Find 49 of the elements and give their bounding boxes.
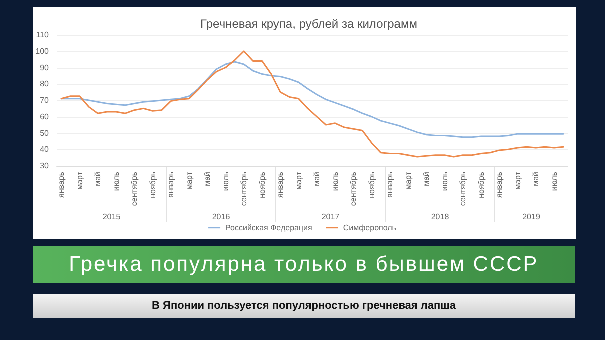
x-tick-label: май bbox=[532, 172, 541, 186]
x-tick-label: ноябрь bbox=[258, 172, 267, 198]
x-tick-label: январь bbox=[166, 172, 176, 198]
x-tick-label: июль bbox=[440, 172, 450, 192]
y-tick-label: 30 bbox=[40, 162, 50, 170]
x-tick-label: май bbox=[94, 172, 103, 186]
x-tick-label: сентябрь bbox=[349, 172, 358, 206]
x-tick-label: март bbox=[294, 172, 304, 190]
text: 2019 bbox=[522, 212, 541, 222]
y-tick-label: 60 bbox=[40, 112, 50, 122]
x-tick-label: май bbox=[422, 172, 432, 186]
x-tick-label: январь bbox=[276, 172, 286, 198]
y-tick-label: 100 bbox=[36, 46, 50, 56]
x-tick-label: март bbox=[513, 172, 522, 190]
legend-label: Российская Федерация bbox=[226, 224, 312, 232]
x-tick-label: сентябрь bbox=[240, 172, 249, 206]
line-series bbox=[60, 50, 564, 158]
x-tick-label: май bbox=[312, 172, 322, 186]
x-tick-label: ноябрь bbox=[476, 172, 486, 198]
text: Гречка популярна только в бывшем СССР bbox=[33, 246, 575, 283]
x-tick-label: март bbox=[404, 172, 413, 190]
x-tick-label: ноябрь bbox=[367, 172, 376, 198]
x-tick-label: июль bbox=[330, 172, 340, 192]
x-tick-label: июль bbox=[221, 172, 230, 192]
x-tick-label: январь bbox=[57, 172, 66, 198]
text: 2015 bbox=[102, 212, 122, 222]
x-tick-label: ноябрь bbox=[148, 172, 158, 198]
x-tick-label: сентябрь bbox=[130, 172, 140, 206]
text: 2018 bbox=[431, 212, 450, 222]
text: В Японии пользуется популярностью гречневая лапша bbox=[33, 294, 575, 318]
y-tick-label: 80 bbox=[40, 80, 50, 89]
x-tick-label: май bbox=[203, 172, 212, 186]
text: 2017 bbox=[322, 212, 340, 222]
y-tick-label: 70 bbox=[40, 96, 50, 105]
x-tick-label: март bbox=[184, 172, 194, 190]
x-tick-label: январь bbox=[386, 172, 395, 198]
y-tick-label: 90 bbox=[40, 63, 50, 72]
x-tick-label: март bbox=[75, 172, 84, 190]
y-tick-label: 50 bbox=[40, 128, 50, 138]
x-tick-label: январь bbox=[495, 172, 504, 198]
line-series bbox=[60, 61, 564, 138]
legend-label: Симферополь bbox=[343, 224, 396, 232]
chart-title: Гречневая крупа, рублей за килограмм bbox=[200, 17, 418, 31]
y-tick-label: 110 bbox=[36, 30, 50, 40]
text: 2016 bbox=[212, 212, 231, 222]
x-tick-label: июль bbox=[550, 172, 559, 192]
x-tick-label: июль bbox=[112, 172, 121, 192]
x-tick-label: сентябрь bbox=[458, 172, 468, 206]
y-tick-label: 40 bbox=[40, 145, 50, 154]
